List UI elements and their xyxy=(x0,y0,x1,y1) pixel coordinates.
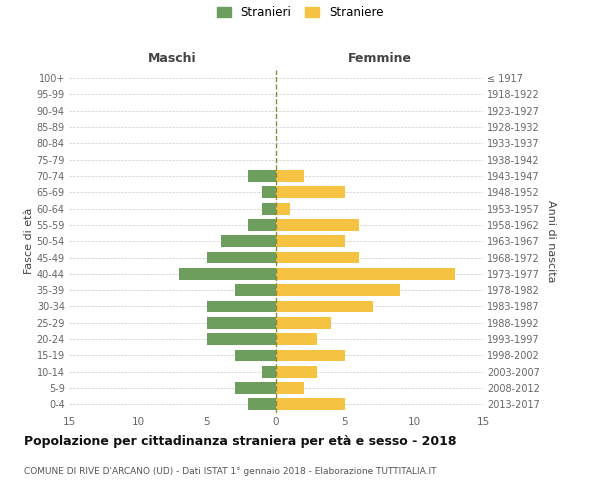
Bar xyxy=(276,186,345,198)
Bar xyxy=(276,366,317,378)
Bar xyxy=(276,236,345,247)
Bar xyxy=(235,350,276,362)
Bar xyxy=(262,366,276,378)
Text: Maschi: Maschi xyxy=(148,52,197,65)
Bar xyxy=(207,333,276,345)
Bar xyxy=(276,268,455,280)
Bar xyxy=(276,382,304,394)
Bar xyxy=(276,203,290,214)
Bar xyxy=(221,236,276,247)
Bar xyxy=(262,203,276,214)
Bar xyxy=(207,252,276,264)
Bar xyxy=(276,317,331,328)
Bar xyxy=(262,186,276,198)
Text: Femmine: Femmine xyxy=(347,52,412,65)
Bar xyxy=(276,300,373,312)
Bar xyxy=(276,252,359,264)
Bar xyxy=(179,268,276,280)
Bar xyxy=(276,219,359,231)
Text: Popolazione per cittadinanza straniera per età e sesso - 2018: Popolazione per cittadinanza straniera p… xyxy=(24,435,457,448)
Bar xyxy=(276,350,345,362)
Bar xyxy=(248,219,276,231)
Text: COMUNE DI RIVE D'ARCANO (UD) - Dati ISTAT 1° gennaio 2018 - Elaborazione TUTTITA: COMUNE DI RIVE D'ARCANO (UD) - Dati ISTA… xyxy=(24,468,437,476)
Bar xyxy=(276,398,345,410)
Bar xyxy=(207,317,276,328)
Bar xyxy=(248,170,276,182)
Y-axis label: Fasce di età: Fasce di età xyxy=(23,208,34,274)
Bar xyxy=(207,300,276,312)
Bar xyxy=(276,333,317,345)
Bar xyxy=(235,382,276,394)
Legend: Stranieri, Straniere: Stranieri, Straniere xyxy=(217,6,383,19)
Bar xyxy=(235,284,276,296)
Bar xyxy=(248,398,276,410)
Bar xyxy=(276,284,400,296)
Bar xyxy=(276,170,304,182)
Y-axis label: Anni di nascita: Anni di nascita xyxy=(545,200,556,282)
